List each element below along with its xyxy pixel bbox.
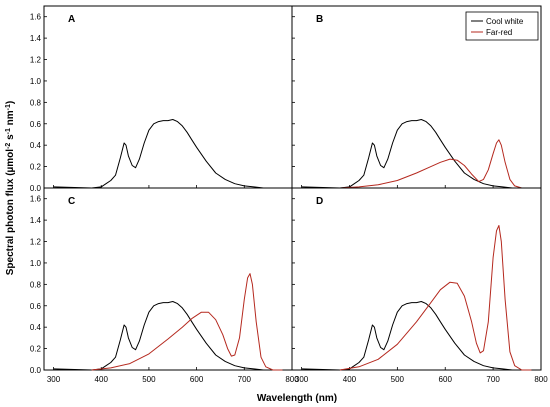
- y-tick-label: 1.0: [30, 77, 42, 86]
- panel-label: D: [316, 196, 323, 207]
- y-tick-label: 0.0: [30, 184, 42, 193]
- series-line-far-red: [91, 273, 283, 371]
- x-tick-label: 700: [238, 375, 252, 384]
- y-tick-label: 0.2: [30, 345, 42, 354]
- y-axis-title-superscript: -1: [5, 104, 12, 110]
- panels-layer: 0.00.20.40.60.81.01.21.41.6 A B0.00.20.40.…: [30, 5, 548, 384]
- x-tick-label: 500: [142, 375, 156, 384]
- legend: Cool white Far-red: [465, 11, 539, 41]
- y-axis-title-part: ): [5, 101, 16, 104]
- y-tick-label: 0.2: [30, 163, 42, 172]
- y-axis-title-part: nm: [5, 110, 16, 128]
- series-line-cool-white: [53, 301, 292, 371]
- panel-label: C: [68, 196, 75, 207]
- panel-label: A: [68, 14, 75, 25]
- y-tick-label: 1.6: [30, 195, 42, 204]
- y-tick-label: 1.0: [30, 259, 42, 268]
- series-line-cool-white: [301, 301, 541, 371]
- panel-frame: [43, 187, 293, 371]
- panel-c: 0.0 0.2 0.4 0.6 0.8 1.0 1.2 1.4 1.6 300 400 500 600 7…: [30, 187, 299, 384]
- y-axis-title-part: Spectral photon flux (µmol: [5, 149, 16, 276]
- x-tick-label: 800: [285, 375, 299, 384]
- y-tick-label: 0.0: [30, 366, 42, 375]
- x-tick-label: 600: [190, 375, 204, 384]
- y-tick-label: 0.6: [30, 120, 42, 129]
- x-tick-label: 600: [439, 375, 453, 384]
- legend-label: Far-red: [486, 28, 512, 37]
- legend-box: [465, 11, 539, 41]
- y-tick-label: 0.8: [30, 280, 42, 289]
- y-tick-label: 0.4: [30, 323, 42, 332]
- x-tick-label: 300: [47, 375, 61, 384]
- x-tick-label: 500: [391, 375, 405, 384]
- y-tick-label: 1.6: [30, 13, 42, 22]
- series-line-cool-white: [301, 119, 541, 189]
- y-tick-label: 1.4: [30, 34, 42, 43]
- panel-d: 300 400 500 600 700 800 D: [291, 187, 548, 384]
- y-axis-title-part: s: [5, 134, 16, 143]
- x-axis-title: Wavelength (nm): [257, 393, 337, 404]
- series-line-far-red: [339, 139, 532, 189]
- x-tick-label: 400: [343, 375, 357, 384]
- x-tick-label: 800: [534, 375, 548, 384]
- y-axis-title-superscript: -1: [5, 128, 12, 134]
- y-tick-label: 1.2: [30, 238, 42, 247]
- y-axis-title-superscript: -2: [5, 143, 12, 149]
- x-tick-label: 400: [95, 375, 109, 384]
- panel-frame: [291, 187, 542, 371]
- series-line-far-red: [339, 225, 532, 371]
- y-tick-label: 0.8: [30, 98, 42, 107]
- y-tick-label: 0.6: [30, 302, 42, 311]
- panel-frame: [43, 5, 293, 189]
- y-tick-label: 1.2: [30, 56, 42, 65]
- legend-label: Cool white: [486, 17, 524, 26]
- y-axis-title: Spectral photon flux (µmol-2 s-1 nm-1): [5, 101, 17, 276]
- y-tick-label: 0.4: [30, 141, 42, 150]
- panel-label: B: [316, 14, 323, 25]
- y-tick-label: 1.4: [30, 216, 42, 225]
- series-line-cool-white: [53, 119, 292, 189]
- panel-a: 0.0 0.2 0.4 0.6 0.8 1.0 1.2 1.4 1.6 A: [30, 5, 293, 193]
- x-tick-label: 300: [295, 375, 309, 384]
- x-tick-label: 700: [486, 375, 500, 384]
